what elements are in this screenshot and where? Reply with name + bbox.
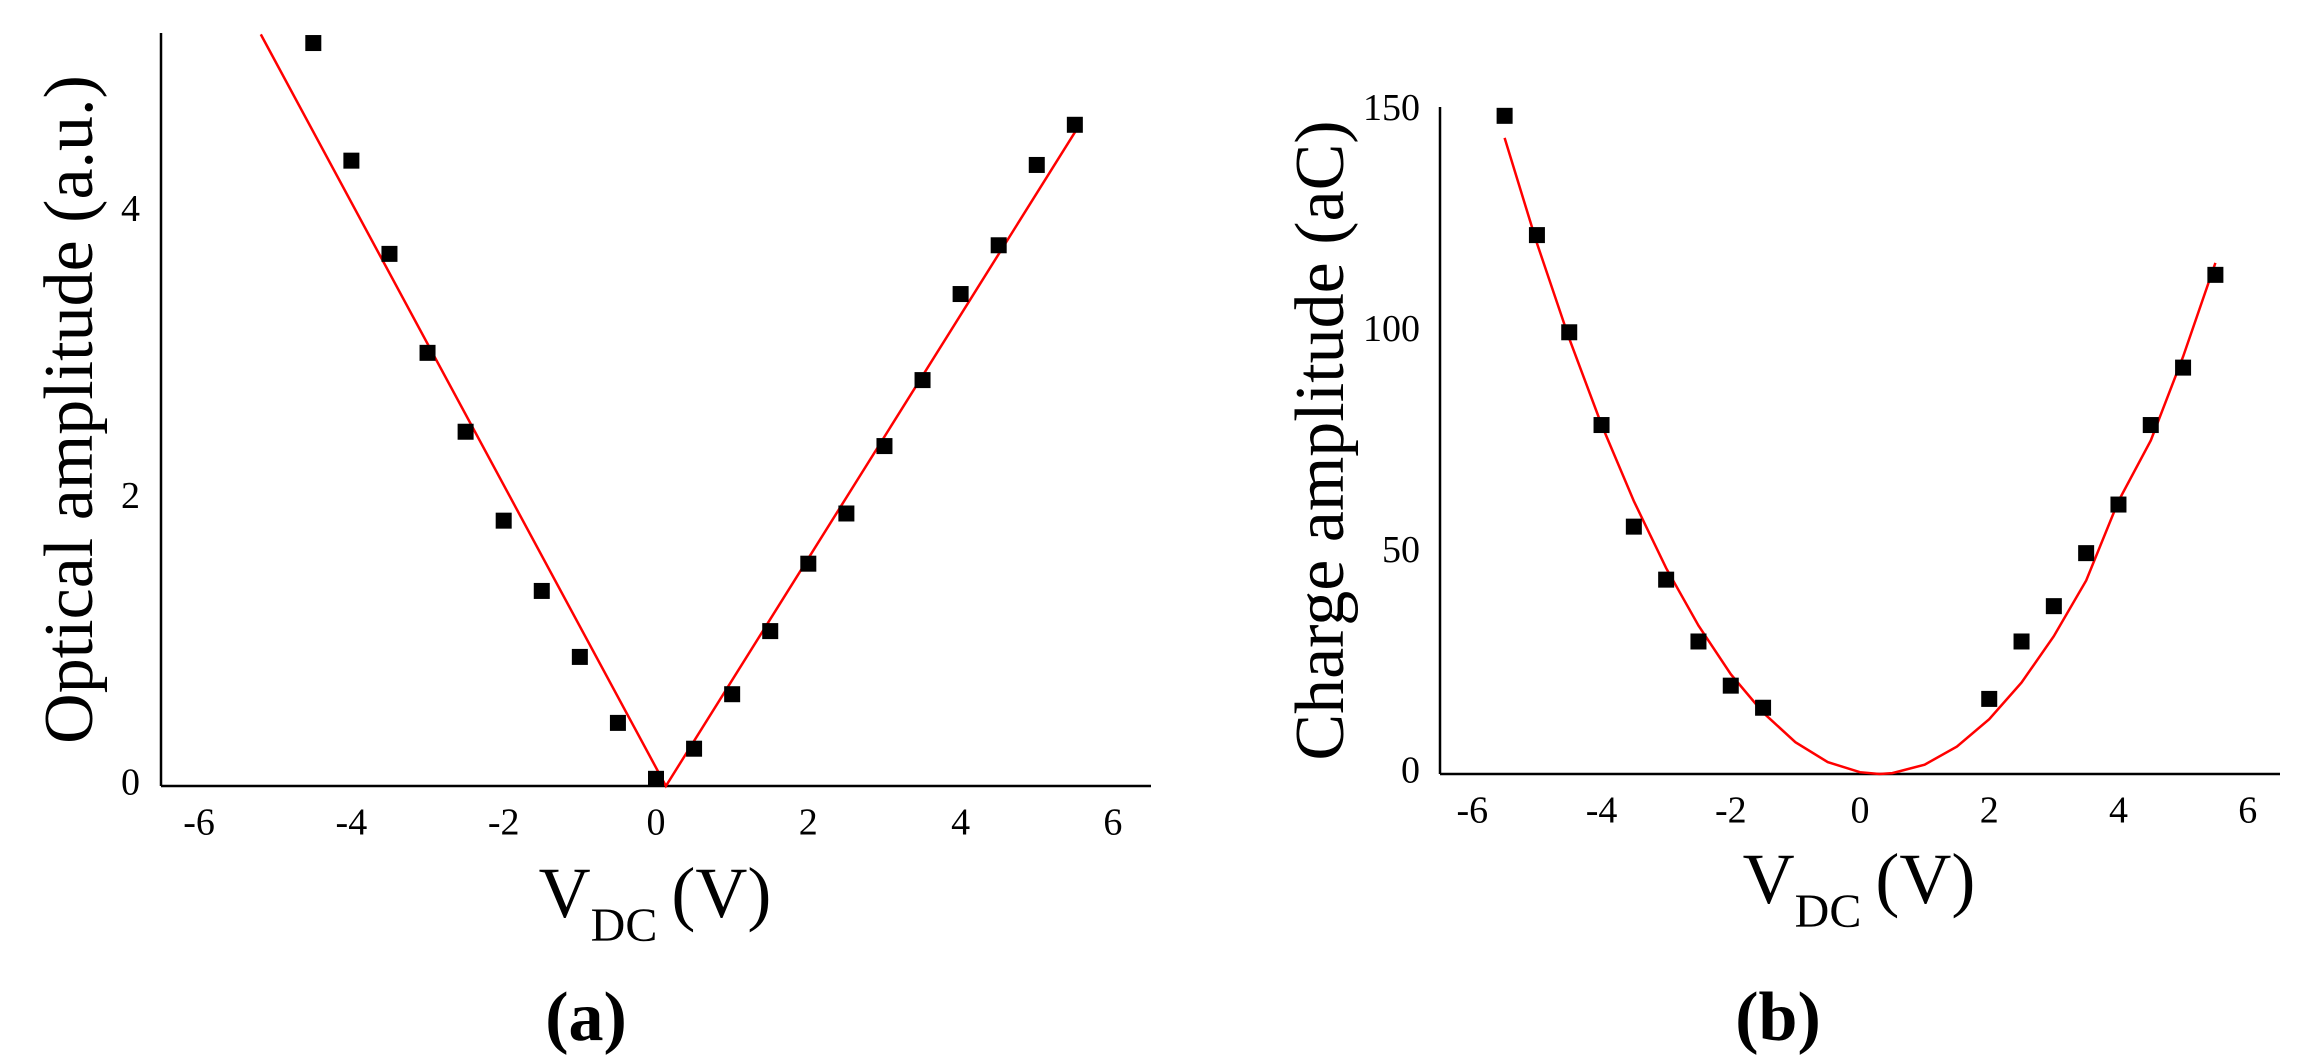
data-point xyxy=(990,237,1007,254)
x-label-main: V xyxy=(539,853,591,933)
data-point xyxy=(1593,417,1610,434)
data-point xyxy=(1496,107,1513,124)
data-point xyxy=(914,372,931,389)
data-point xyxy=(533,582,550,599)
y-axis-label: Optical amplitude (a.u.) xyxy=(31,75,108,744)
fit-line xyxy=(1503,137,2217,776)
x-tick-label: 0 xyxy=(1851,790,1870,832)
y-axis-label: Charge amplitude (aC) xyxy=(1282,120,1359,760)
data-point xyxy=(1755,699,1772,716)
data-point xyxy=(648,770,664,787)
data-point xyxy=(876,438,893,455)
y-tick-label: 50 xyxy=(1382,529,1420,571)
x-label-sub: DC xyxy=(591,899,658,952)
data-point xyxy=(1028,156,1045,173)
data-point xyxy=(2045,598,2062,615)
x-label-unit: (V) xyxy=(1875,839,1975,919)
x-tick-label: -2 xyxy=(488,802,520,844)
y-tick-label: 0 xyxy=(121,762,140,804)
data-point xyxy=(1066,116,1083,133)
data-point xyxy=(800,555,817,572)
data-point xyxy=(2013,633,2030,650)
data-point xyxy=(1981,690,1998,707)
data-point xyxy=(1625,518,1642,535)
x-axis-label: VDC (V) xyxy=(1743,839,1976,939)
data-point xyxy=(457,423,474,440)
data-point xyxy=(686,740,703,757)
data-point xyxy=(952,286,969,303)
x-tick-label: 4 xyxy=(2109,790,2128,832)
data-point xyxy=(571,648,588,665)
data-point xyxy=(762,623,779,640)
data-point xyxy=(1690,633,1707,650)
x-tick-label: -6 xyxy=(1456,790,1488,832)
x-tick-label: 4 xyxy=(951,802,970,844)
x-axis-label: VDC (V) xyxy=(539,853,772,953)
x-tick-label: 2 xyxy=(799,802,818,844)
y-tick-label: 4 xyxy=(121,188,140,230)
data-point xyxy=(381,245,398,262)
data-point xyxy=(1528,227,1545,244)
fit-line xyxy=(259,33,1080,789)
data-point xyxy=(838,505,855,522)
x-label-main: V xyxy=(1743,839,1795,919)
y-tick-label: 2 xyxy=(121,475,140,517)
x-tick-label: -6 xyxy=(183,802,215,844)
data-point xyxy=(1658,571,1675,588)
y-tick-label: 100 xyxy=(1363,308,1420,350)
data-point xyxy=(1722,677,1739,694)
data-point xyxy=(2078,545,2095,562)
data-point xyxy=(305,35,322,52)
data-point xyxy=(343,152,360,169)
y-tick-label: 0 xyxy=(1401,750,1420,792)
x-label-sub: DC xyxy=(1795,885,1862,938)
y-tick-label: 150 xyxy=(1363,87,1420,129)
x-tick-label: 6 xyxy=(1103,802,1122,844)
x-label-unit: (V) xyxy=(671,853,771,933)
data-point xyxy=(2207,266,2224,283)
data-point xyxy=(609,714,626,731)
x-tick-label: -2 xyxy=(1715,790,1747,832)
x-tick-label: 0 xyxy=(647,802,666,844)
x-tick-label: 6 xyxy=(2238,790,2257,832)
data-point xyxy=(724,686,741,703)
data-point xyxy=(2110,496,2127,513)
data-point xyxy=(2142,417,2159,434)
x-tick-label: -4 xyxy=(1586,790,1618,832)
data-point xyxy=(2175,359,2192,376)
data-point xyxy=(419,344,436,361)
data-point xyxy=(495,512,512,529)
panel-label: (a) xyxy=(545,979,627,1056)
panel-label: (b) xyxy=(1735,979,1821,1056)
x-tick-label: -4 xyxy=(336,802,368,844)
data-point xyxy=(1561,324,1578,341)
x-tick-label: 2 xyxy=(1980,790,1999,832)
